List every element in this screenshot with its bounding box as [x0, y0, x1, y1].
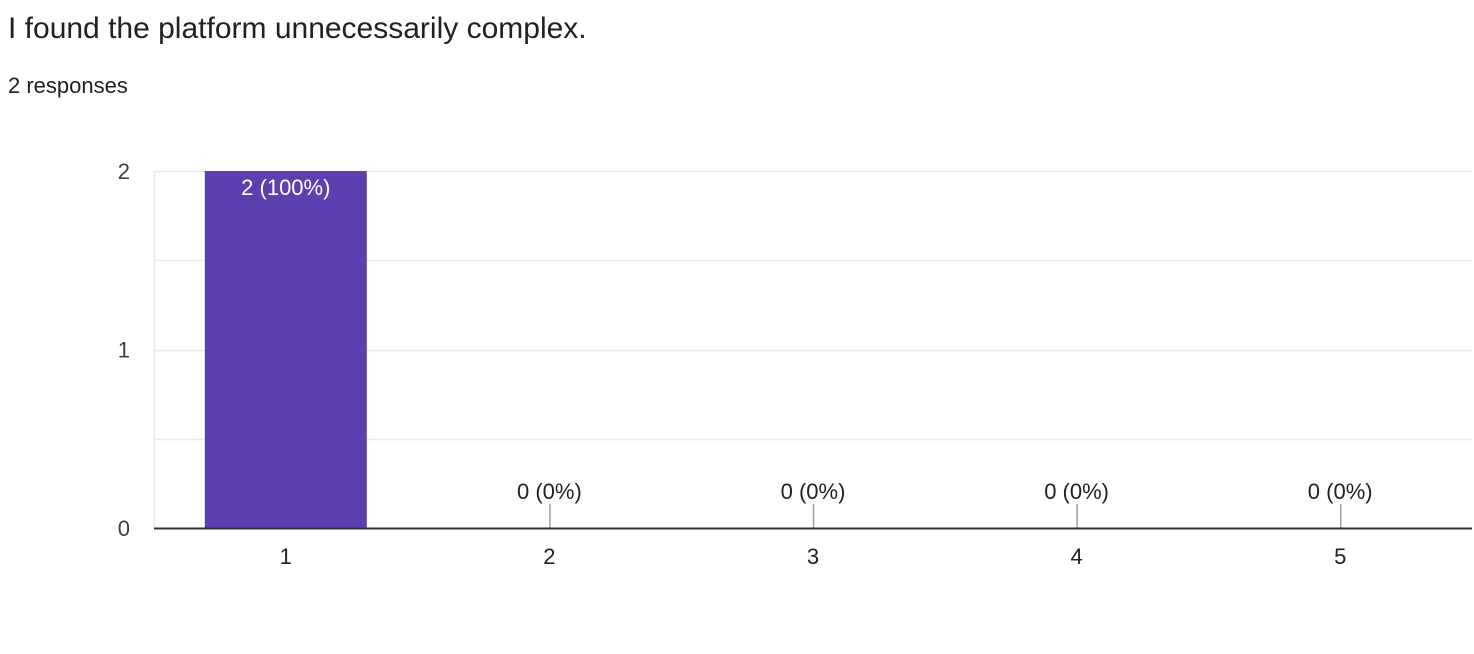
x-tick-label: 3: [807, 544, 819, 569]
response-count: 2 responses: [8, 73, 128, 98]
y-tick-label: 1: [118, 338, 130, 363]
data-label: 0 (0%): [517, 479, 582, 504]
x-tick-label: 1: [280, 544, 292, 569]
y-tick-label: 2: [118, 159, 130, 184]
data-label: 0 (0%): [1308, 479, 1373, 504]
x-tick-label: 5: [1334, 544, 1346, 569]
x-tick-label: 2: [543, 544, 555, 569]
data-label: 0 (0%): [1044, 479, 1109, 504]
question-title: I found the platform unnecessarily compl…: [8, 12, 587, 45]
y-tick-label: 0: [118, 516, 130, 541]
data-label: 2 (100%): [241, 175, 330, 200]
chart-axes: 0 1 2 1 2 3 4 5: [118, 159, 1472, 569]
chart-gridlines: [153, 170, 1472, 528]
chart-data-labels: 2 (100%) 0 (0%) 0 (0%) 0 (0%) 0 (0%): [241, 175, 1372, 504]
chart-bars: [204, 171, 1342, 528]
data-label: 0 (0%): [781, 479, 846, 504]
bar: [204, 171, 367, 528]
x-tick-label: 4: [1070, 544, 1082, 569]
